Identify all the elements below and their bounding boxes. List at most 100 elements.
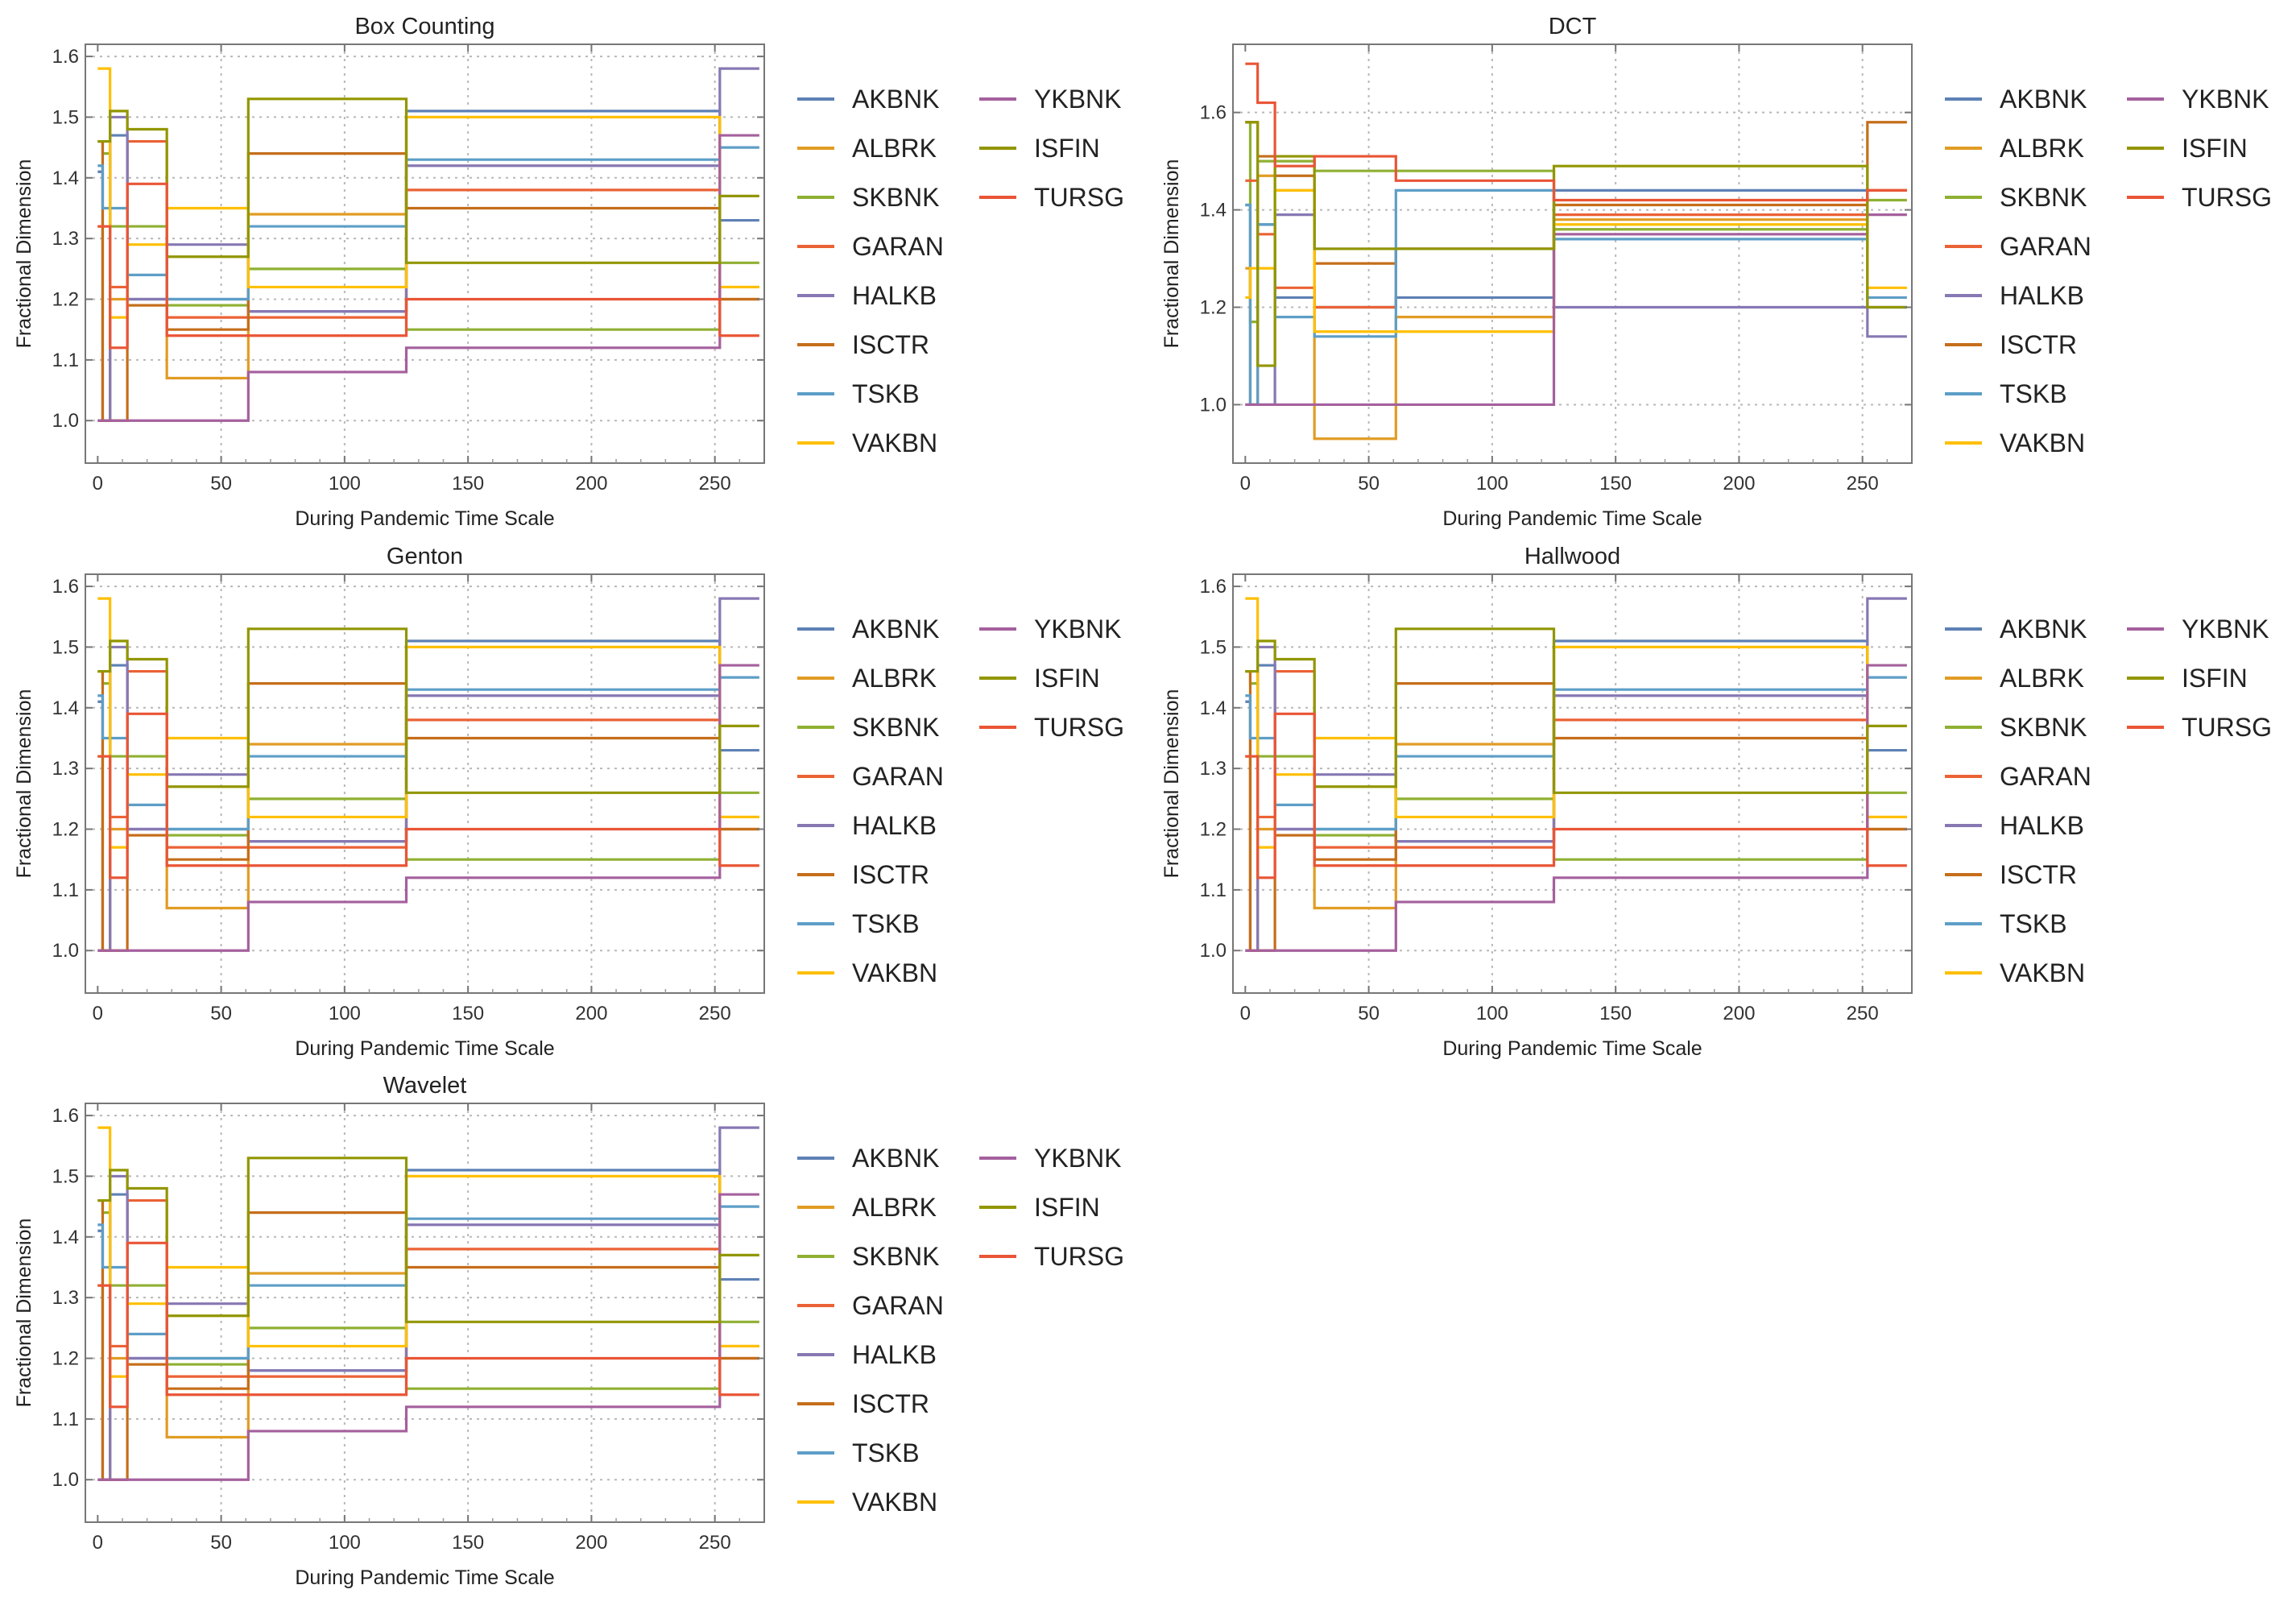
- legend-label-skbnk: SKBNK: [852, 183, 939, 212]
- legend-label-tskb: TSKB: [2000, 379, 2067, 408]
- series-line-akbnk: [1245, 639, 1907, 952]
- series-group: [1245, 62, 1907, 441]
- series-line-albrk: [97, 1174, 759, 1481]
- x-tick-label: 100: [329, 473, 361, 495]
- series-line-garan: [97, 1198, 759, 1378]
- y-tick-label: 1.2: [52, 289, 79, 311]
- series-line-vakbn: [1245, 188, 1907, 333]
- legend-label-albrk: ALBRK: [852, 134, 937, 163]
- series-line-akbnk: [1245, 188, 1907, 407]
- series-line-tskb: [1245, 676, 1907, 831]
- series-line-skbnk: [97, 139, 759, 331]
- y-tick-label: 1.6: [52, 576, 79, 598]
- legend-label-albrk: ALBRK: [852, 1193, 937, 1222]
- grid: [1233, 44, 1912, 463]
- chart-dct: 0 50 100 150 200 250 1.0 1.2 1.4 1.6 DCT During Pan…: [1160, 14, 2272, 530]
- series-line-halkb: [97, 67, 759, 422]
- x-tick-label: 250: [699, 1003, 731, 1024]
- x-axis-label: During Pandemic Time Scale: [295, 507, 554, 530]
- legend-label-garan: GARAN: [852, 762, 944, 791]
- x-tick-label: 0: [93, 1532, 103, 1554]
- series-line-vakbn: [1245, 597, 1907, 849]
- legend-label-albrk: ALBRK: [2000, 134, 2084, 163]
- legend-label-akbnk: AKBNK: [852, 85, 939, 114]
- legend: AKBNK ALBRK SKBNK GARAN HALKB ISCTR TSKB VAKBN Y…: [1945, 85, 2272, 457]
- legend: AKBNK ALBRK SKBNK GARAN HALKB ISCTR TSKB VAKBN Y…: [797, 1144, 1124, 1517]
- series-line-tskb: [1245, 188, 1907, 407]
- y-tick-label: 1.5: [52, 106, 79, 128]
- y-tick-label: 1.0: [52, 940, 79, 962]
- y-tick-label: 1.2: [52, 1348, 79, 1370]
- legend-label-tskb: TSKB: [852, 1438, 920, 1467]
- grid: [85, 44, 764, 463]
- series-line-halkb: [1245, 597, 1907, 952]
- x-tick-label: 100: [329, 1532, 361, 1554]
- legend-label-garan: GARAN: [2000, 762, 2091, 791]
- y-tick-label: 1.0: [52, 410, 79, 432]
- x-tick-label: 0: [93, 1003, 103, 1024]
- y-tick-label: 1.3: [1200, 758, 1227, 780]
- plot-frame: [85, 43, 765, 464]
- series-line-skbnk: [97, 1198, 759, 1390]
- legend-label-akbnk: AKBNK: [2000, 85, 2087, 114]
- legend-label-garan: GARAN: [852, 1291, 944, 1320]
- legend-label-ykbnk: YKBNK: [1034, 85, 1121, 114]
- x-tick-label: 50: [210, 1003, 232, 1024]
- legend-label-akbnk: AKBNK: [852, 615, 939, 644]
- legend-label-ykbnk: YKBNK: [2182, 615, 2269, 644]
- y-tick-label: 1.1: [52, 879, 79, 901]
- plot-frame: [85, 1103, 765, 1523]
- legend-label-isctr: ISCTR: [852, 1389, 929, 1418]
- y-tick-label: 1.0: [52, 1469, 79, 1491]
- x-tick-label: 100: [1476, 1003, 1508, 1024]
- series-line-vakbn: [97, 67, 759, 319]
- legend-label-albrk: ALBRK: [2000, 664, 2084, 693]
- chart-title: Hallwood: [1524, 544, 1620, 569]
- chart-title: Box Counting: [354, 14, 494, 39]
- legend-label-skbnk: SKBNK: [2000, 183, 2087, 212]
- x-axis-label: During Pandemic Time Scale: [295, 1037, 554, 1060]
- chart-hallwood: 0 50 100 150 200 250 1.0 1.1 1.2 1.3 1.4 1.5 1.6 Hall…: [1160, 544, 2272, 1060]
- y-tick-label: 1.3: [52, 758, 79, 780]
- plot-frame: [85, 573, 765, 994]
- x-tick-label: 250: [699, 473, 731, 495]
- plot-frame: [1232, 43, 1913, 464]
- legend-label-ykbnk: YKBNK: [1034, 1144, 1121, 1173]
- legend-label-isfin: ISFIN: [2182, 664, 2248, 693]
- series-line-halkb: [97, 597, 759, 952]
- series-line-tursg: [97, 712, 759, 879]
- series-line-albrk: [1245, 645, 1907, 952]
- x-tick-label: 150: [452, 1003, 484, 1024]
- legend-label-isfin: ISFIN: [1034, 134, 1100, 163]
- y-tick-label: 1.4: [52, 697, 79, 719]
- series-line-ykbnk: [1245, 213, 1907, 407]
- y-tick-label: 1.4: [1200, 200, 1227, 221]
- legend-label-ykbnk: YKBNK: [1034, 615, 1121, 644]
- y-tick-label: 1.6: [1200, 102, 1227, 124]
- y-axis-label: Fractional Dimension: [13, 1219, 35, 1408]
- series-group: [1245, 597, 1907, 952]
- series-line-tursg: [97, 1241, 759, 1409]
- legend-label-halkb: HALKB: [852, 811, 937, 840]
- legend: AKBNK ALBRK SKBNK GARAN HALKB ISCTR TSKB VAKBN Y…: [797, 615, 1124, 987]
- series-line-garan: [97, 669, 759, 849]
- x-tick-label: 150: [452, 1532, 484, 1554]
- x-tick-label: 200: [1723, 1003, 1755, 1024]
- series-line-tskb: [97, 676, 759, 831]
- y-tick-label: 1.6: [52, 1105, 79, 1127]
- y-tick-label: 1.2: [52, 819, 79, 841]
- grid: [85, 1103, 764, 1522]
- legend: AKBNK ALBRK SKBNK GARAN HALKB ISCTR TSKB VAKBN Y…: [1945, 615, 2272, 987]
- series-line-halkb: [1245, 213, 1907, 407]
- legend-label-tskb: TSKB: [852, 909, 920, 938]
- legend-label-isctr: ISCTR: [2000, 330, 2077, 359]
- x-tick-label: 200: [575, 473, 607, 495]
- legend-label-tursg: TURSG: [1034, 713, 1124, 742]
- legend-label-skbnk: SKBNK: [2000, 713, 2087, 742]
- series-line-garan: [97, 139, 759, 319]
- legend-label-garan: GARAN: [852, 232, 944, 261]
- y-tick-label: 1.3: [52, 1287, 79, 1309]
- y-axis-label: Fractional Dimension: [1160, 159, 1183, 349]
- y-tick-label: 1.2: [1200, 297, 1227, 319]
- legend-label-vakbn: VAKBN: [852, 1488, 937, 1517]
